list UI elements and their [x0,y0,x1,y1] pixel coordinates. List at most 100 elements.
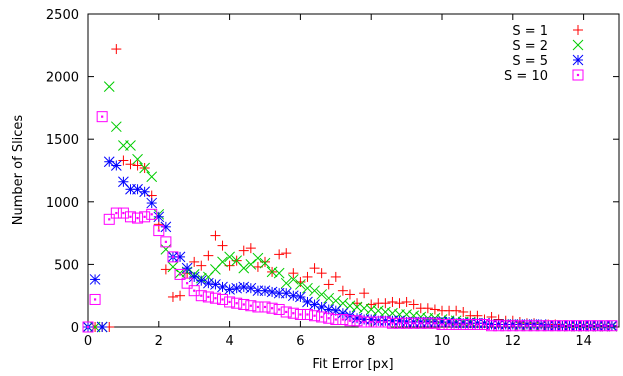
data-point [181,262,193,274]
legend-marker [572,39,584,51]
data-point [351,301,363,313]
data-point [372,305,384,317]
data-point [195,290,207,302]
data-point [365,316,377,328]
data-point [288,268,299,279]
data-point [386,317,398,329]
data-point [124,211,136,223]
x-tick-label: 8 [367,334,375,349]
data-point [471,318,483,330]
data-point [380,306,391,318]
data-point [486,320,498,332]
y-tick-label: 1500 [46,133,79,148]
data-point [295,279,306,290]
data-point [415,317,427,329]
data-point [224,251,235,263]
data-point [422,317,434,329]
y-axis-title: Number of Slices [11,115,26,226]
series-layer [82,44,618,333]
data-point [408,299,419,310]
data-point [259,257,271,269]
data-point [387,296,398,307]
data-point [443,318,455,330]
data-point [217,281,228,293]
data-point [351,315,363,327]
data-point [110,207,122,219]
data-point [196,260,207,271]
data-point [281,248,292,259]
data-point [252,301,264,313]
data-point [175,290,186,301]
data-point [238,298,250,310]
data-point [231,282,243,294]
data-point [457,318,469,330]
data-point [287,307,299,319]
data-point [301,308,313,320]
data-point [167,291,178,302]
data-point [224,284,235,295]
data-point [358,302,370,314]
data-point [160,264,171,275]
data-point [330,295,342,307]
data-point [294,308,306,320]
data-point [295,276,306,287]
legend: S = 1S = 2S = 5S = 10 [504,24,584,84]
x-tick-label: 0 [84,334,92,349]
legend-marker [572,69,584,81]
data-point [245,243,256,254]
data-point [238,245,249,256]
data-point [160,236,172,248]
data-point [153,225,165,237]
data-point [189,256,200,267]
data-point [167,251,179,263]
data-point [110,121,122,133]
data-point [202,291,214,303]
data-point [287,290,299,302]
data-point [507,320,519,332]
data-point [181,277,193,289]
data-point [245,259,257,270]
data-point [429,304,440,315]
data-point [195,275,207,287]
data-point [203,277,214,289]
data-point [273,267,285,279]
data-point [549,320,561,332]
x-tick-label: 10 [434,334,451,349]
data-point [125,159,136,170]
data-point [451,305,462,316]
data-point [542,320,554,332]
data-point [203,250,214,261]
data-point [535,320,547,332]
data-point [174,268,186,280]
data-point [266,286,278,298]
x-axis-title: Fit Error [px] [312,357,393,372]
data-point [323,279,334,290]
data-point [450,318,462,330]
data-point [125,140,136,151]
data-point [174,251,186,263]
data-point [344,289,355,300]
data-point [259,285,271,297]
data-point [521,320,533,332]
x-tick-label: 2 [155,334,163,349]
data-point [132,183,143,195]
data-point [380,298,391,309]
data-point [365,304,377,315]
data-point [358,316,370,328]
data-point [238,281,250,293]
data-point [337,307,349,319]
y-tick-label: 2000 [46,71,79,86]
data-point [160,221,172,233]
legend-marker [572,54,584,66]
data-point [464,318,476,330]
data-point [224,296,236,308]
y-axis: 0 500 1000 1500 2000 2500 [46,8,619,336]
data-point [252,252,264,264]
data-point [103,81,115,92]
data-point [210,230,221,241]
legend-label: S = 5 [512,54,548,69]
data-point [337,285,348,296]
data-point [316,301,327,313]
data-point [96,111,108,123]
data-point [359,288,370,299]
